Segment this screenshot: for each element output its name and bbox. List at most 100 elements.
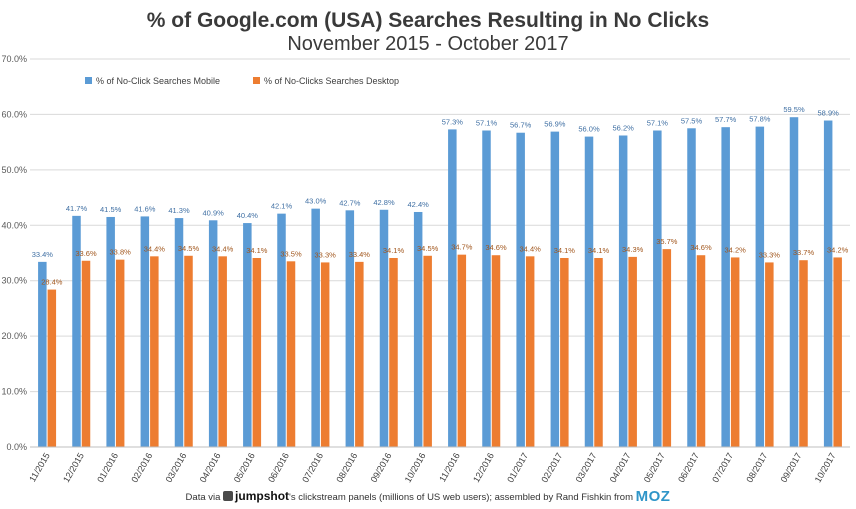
data-label-desktop: 34.7% xyxy=(451,243,473,252)
x-tick-label: 03/2017 xyxy=(574,451,599,484)
data-label-desktop: 34.4% xyxy=(212,244,234,253)
bar-desktop xyxy=(457,254,467,447)
bar-mobile xyxy=(379,209,389,447)
x-tick-label: 05/2017 xyxy=(642,451,667,484)
data-label-mobile: 58.9% xyxy=(818,109,840,118)
x-tick-label: 08/2016 xyxy=(334,451,359,484)
legend-swatch-desktop xyxy=(253,77,260,84)
y-tick-label: 10.0% xyxy=(1,387,27,397)
data-label-mobile: 42.8% xyxy=(373,198,395,207)
bar-desktop xyxy=(525,256,535,447)
bar-desktop xyxy=(184,255,193,447)
x-tick-label: 12/2015 xyxy=(61,451,86,484)
legend-swatch-mobile xyxy=(85,77,92,84)
y-tick-label: 60.0% xyxy=(1,109,27,119)
data-label-desktop: 34.1% xyxy=(588,246,610,255)
x-tick-label: 02/2017 xyxy=(539,451,564,484)
bar-desktop xyxy=(150,256,159,447)
x-tick-label: 03/2016 xyxy=(164,451,189,484)
data-label-mobile: 56.7% xyxy=(510,121,532,130)
y-tick-label: 0.0% xyxy=(6,442,27,452)
bar-mobile xyxy=(721,127,730,448)
bar-desktop xyxy=(252,257,262,447)
data-label-mobile: 57.3% xyxy=(442,117,464,126)
data-label-desktop: 34.1% xyxy=(554,246,576,255)
data-label-desktop: 34.2% xyxy=(725,245,747,254)
data-label-mobile: 56.9% xyxy=(544,120,566,129)
data-label-mobile: 57.1% xyxy=(647,119,669,128)
data-label-desktop: 34.4% xyxy=(520,244,542,253)
data-label-mobile: 41.5% xyxy=(100,205,122,214)
bar-mobile xyxy=(174,218,184,447)
x-tick-label: 06/2016 xyxy=(266,451,291,484)
bar-mobile xyxy=(140,216,150,447)
x-tick-label: 09/2017 xyxy=(779,451,804,484)
x-tick-label: 10/2017 xyxy=(813,451,838,484)
x-tick-label: 11/2016 xyxy=(437,451,462,484)
data-label-desktop: 34.2% xyxy=(827,245,849,254)
bar-mobile xyxy=(208,220,218,447)
data-label-mobile: 57.1% xyxy=(476,119,498,128)
data-label-mobile: 57.5% xyxy=(681,116,703,125)
data-label-desktop: 33.3% xyxy=(315,250,337,259)
jumpshot-logo: jumpshot xyxy=(223,489,289,503)
legend-label-desktop: % of No-Clicks Searches Desktop xyxy=(264,76,399,86)
bar-mobile xyxy=(653,130,662,447)
x-tick-label: 10/2016 xyxy=(403,451,428,484)
bar-mobile xyxy=(789,117,799,447)
data-label-mobile: 33.4% xyxy=(32,250,54,259)
x-tick-label: 04/2017 xyxy=(608,451,633,484)
data-label-mobile: 59.5% xyxy=(783,105,805,114)
data-label-mobile: 41.7% xyxy=(66,204,88,213)
bar-desktop xyxy=(833,257,842,447)
moz-logo: MOZ xyxy=(635,488,671,505)
data-label-mobile: 57.7% xyxy=(715,115,737,124)
bar-desktop xyxy=(799,260,808,447)
bar-desktop xyxy=(628,256,637,447)
bar-desktop xyxy=(765,262,774,447)
bar-mobile xyxy=(311,208,320,447)
y-tick-label: 20.0% xyxy=(1,331,27,341)
bar-mobile xyxy=(550,131,560,447)
footer-middle: 's clickstream panels (millions of US we… xyxy=(289,492,633,503)
x-tick-label: 01/2017 xyxy=(505,451,530,484)
chart-title: % of Google.com (USA) Searches Resulting… xyxy=(146,9,710,32)
bar-mobile xyxy=(584,136,594,447)
data-label-mobile: 41.6% xyxy=(134,204,156,213)
data-label-desktop: 34.6% xyxy=(485,243,507,252)
x-tick-label: 09/2016 xyxy=(369,451,394,484)
data-label-desktop: 33.4% xyxy=(349,250,371,259)
data-label-desktop: 34.6% xyxy=(690,243,712,252)
data-label-mobile: 43.0% xyxy=(305,197,327,206)
y-tick-label: 50.0% xyxy=(1,165,27,175)
data-label-mobile: 41.3% xyxy=(168,206,190,215)
data-label-mobile: 56.0% xyxy=(578,125,600,134)
x-tick-label: 07/2016 xyxy=(300,451,325,484)
x-tick-label: 06/2017 xyxy=(676,451,701,484)
data-label-desktop: 33.5% xyxy=(280,249,302,258)
data-label-mobile: 42.4% xyxy=(408,200,430,209)
data-label-desktop: 34.3% xyxy=(622,245,644,254)
bar-mobile xyxy=(823,120,833,448)
bar-mobile xyxy=(38,261,47,447)
bar-mobile xyxy=(516,132,525,447)
bar-mobile xyxy=(72,215,81,447)
data-label-desktop: 34.4% xyxy=(144,244,166,253)
jumpshot-icon xyxy=(223,491,234,501)
bar-desktop xyxy=(560,257,569,447)
x-tick-label: 04/2016 xyxy=(198,451,223,484)
bar-mobile xyxy=(243,223,252,447)
bar-desktop xyxy=(286,261,296,447)
y-tick-label: 30.0% xyxy=(1,276,27,286)
data-label-mobile: 40.9% xyxy=(203,208,225,217)
y-tick-label: 70.0% xyxy=(1,54,27,64)
bar-mobile xyxy=(482,130,491,447)
bar-desktop xyxy=(594,257,603,447)
x-tick-label: 05/2016 xyxy=(232,451,257,484)
footer-attribution: Data via jumpshot's clickstream panels (… xyxy=(0,488,856,505)
bar-desktop xyxy=(389,257,398,447)
bar-mobile xyxy=(448,129,457,447)
bar-desktop xyxy=(81,260,91,447)
data-label-mobile: 56.2% xyxy=(613,123,635,132)
